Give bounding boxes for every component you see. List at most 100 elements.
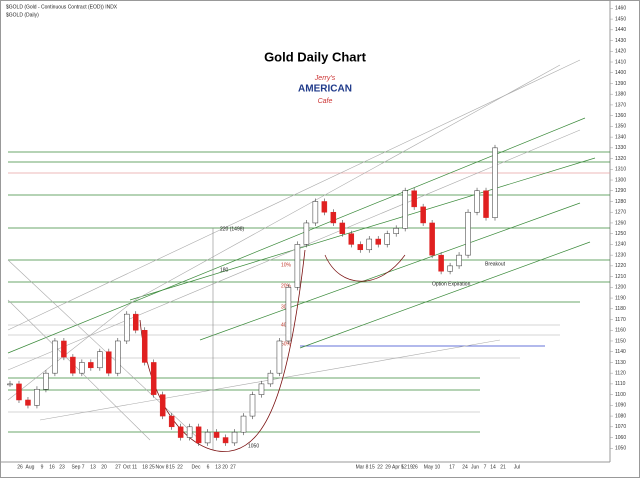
candle — [330, 211, 337, 224]
x-tick-label: 26 — [412, 464, 418, 470]
annotation: 10% — [281, 262, 292, 268]
y-tick-label: 1110 — [615, 381, 626, 387]
y-tick-label: 1450 — [615, 16, 626, 22]
channel-line — [199, 202, 581, 341]
y-tick-label: 1350 — [615, 124, 626, 130]
candle — [168, 415, 175, 428]
x-tick-label: 29 — [385, 464, 391, 470]
candle — [52, 340, 58, 374]
y-tick-label: 1150 — [615, 338, 626, 344]
x-tick-label: 12 — [401, 464, 407, 470]
y-tick-label: 1260 — [615, 220, 626, 226]
x-tick-label: 24 — [462, 464, 468, 470]
channel-line — [299, 241, 591, 349]
annotation: 1050 — [248, 443, 259, 449]
candle — [106, 351, 112, 374]
x-tick-label: 22 — [177, 464, 183, 470]
x-tick-label: Jul — [514, 464, 520, 470]
y-tick-label: 1360 — [615, 113, 626, 119]
y-tick-label: 1250 — [615, 231, 626, 237]
x-tick-label: 13 — [215, 464, 221, 470]
candle — [34, 389, 40, 406]
x-tick-label: Apr 5 — [392, 464, 404, 470]
x-tick-label: Aug — [26, 464, 35, 470]
x-tick-label: Oct 11 — [123, 464, 138, 470]
candle — [159, 394, 166, 417]
period-label: $GOLD (Daily) — [6, 12, 39, 18]
symbol-label: $GOLD (Gold - Continuous Contract (EOD))… — [6, 4, 118, 10]
candle — [177, 426, 184, 438]
candle — [267, 372, 274, 385]
candle — [231, 431, 238, 444]
x-tick-label: 13 — [90, 464, 96, 470]
logo: Jerry's — [314, 75, 336, 82]
y-tick-label: 1270 — [615, 210, 626, 216]
y-tick-label: 1070 — [615, 424, 626, 430]
candle — [186, 426, 193, 438]
x-tick-label: 23 — [59, 464, 65, 470]
candle — [124, 313, 130, 342]
candle — [79, 362, 85, 374]
y-tick-label: 1280 — [615, 199, 626, 205]
y-tick-label: 1120 — [615, 370, 626, 376]
annotation: 50% — [281, 341, 292, 347]
x-tick-label: 9 — [41, 464, 44, 470]
candle — [88, 362, 94, 369]
y-tick-label: 1310 — [615, 167, 626, 173]
candle — [70, 356, 76, 374]
candle — [321, 201, 328, 213]
y-tick-label: 1380 — [615, 92, 626, 98]
candle — [357, 244, 364, 251]
y-tick-label: 1090 — [615, 403, 626, 409]
candle — [240, 415, 247, 433]
y-tick-label: 1230 — [615, 252, 626, 258]
fan-line — [7, 59, 581, 331]
candle — [348, 233, 355, 245]
candle — [483, 190, 489, 218]
x-tick-label: Sep 7 — [71, 464, 84, 470]
candle — [366, 238, 373, 251]
y-tick-label: 1220 — [615, 263, 626, 269]
y-tick-label: 1130 — [615, 360, 626, 366]
x-tick-label: 25 — [149, 464, 155, 470]
candle — [195, 426, 202, 444]
candle — [25, 399, 31, 406]
candle — [276, 340, 283, 374]
logo: AMERICAN — [298, 84, 352, 95]
channel-line — [129, 157, 596, 301]
y-tick-label: 1290 — [615, 188, 626, 194]
annotation: Option Expiration — [432, 281, 471, 287]
y-tick-label: 1200 — [615, 285, 626, 291]
x-tick-label: 17 — [449, 464, 455, 470]
x-tick-label: 16 — [49, 464, 55, 470]
candle — [249, 394, 256, 417]
x-tick-label: 15 — [369, 464, 375, 470]
x-tick-label: 22 — [377, 464, 383, 470]
y-tick-label: 1190 — [615, 295, 626, 301]
x-tick-label: May 10 — [424, 464, 441, 470]
candle — [312, 201, 319, 224]
y-tick-label: 1080 — [615, 413, 626, 419]
y-tick-label: 1460 — [615, 6, 626, 12]
x-tick-label: Nov 8 — [155, 464, 168, 470]
y-tick-label: 1340 — [615, 134, 626, 140]
y-tick-label: 1390 — [615, 81, 626, 87]
candle — [204, 431, 211, 444]
y-tick-label: 1430 — [615, 38, 626, 44]
candle — [285, 287, 292, 342]
x-tick-label: Dec — [192, 464, 201, 470]
x-tick-label: 6 — [207, 464, 210, 470]
x-tick-label: 14 — [490, 464, 496, 470]
annotation: 220 (1498) — [220, 226, 245, 232]
y-tick-label: 1400 — [615, 70, 626, 76]
y-tick-label: 1410 — [615, 59, 626, 65]
candle — [43, 372, 49, 390]
fan-line — [7, 129, 581, 371]
fan-line — [7, 259, 201, 441]
candle — [16, 383, 22, 401]
candle — [375, 238, 381, 245]
annotation: 20% — [281, 283, 292, 289]
candle — [456, 254, 462, 267]
y-tick-label: 1370 — [615, 102, 626, 108]
